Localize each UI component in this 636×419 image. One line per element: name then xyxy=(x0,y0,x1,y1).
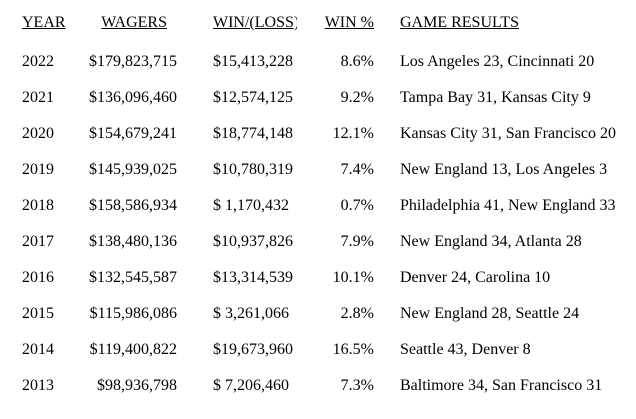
game-results-cell: Philadelphia 41, New England 33 xyxy=(400,197,616,214)
table-row: 2016 $132,545,587 $13,314,539 10.1% Denv… xyxy=(0,260,636,296)
wagers-cell: $98,936,798 xyxy=(97,377,177,394)
wagers-cell: $158,586,934 xyxy=(89,197,177,214)
win-pct-cell: 8.6% xyxy=(340,53,374,70)
win-loss-cell: $13,314,539 xyxy=(213,269,293,286)
win-loss-cell: $18,774,148 xyxy=(213,125,293,142)
header-win-pct: WIN % xyxy=(324,14,374,31)
game-results-cell: New England 28, Seattle 24 xyxy=(400,305,580,322)
win-loss-cell: $15,413,228 xyxy=(213,53,293,70)
table-row: 2022 $179,823,715 $15,413,228 8.6% Los A… xyxy=(0,44,636,80)
table-row: 2013 $98,936,798 $ 7,206,460 7.3% Baltim… xyxy=(0,368,636,404)
win-pct-cell: 16.5% xyxy=(332,341,374,358)
table-row: 2018 $158,586,934 $ 1,170,432 0.7% Phila… xyxy=(0,188,636,224)
win-pct-cell: 7.9% xyxy=(340,233,374,250)
win-pct-cell: 12.1% xyxy=(332,125,374,142)
wagers-cell: $136,096,460 xyxy=(89,89,177,106)
header-year: YEAR xyxy=(22,14,66,31)
win-loss-cell: $ 1,170,432 xyxy=(213,197,289,214)
game-results-cell: Denver 24, Carolina 10 xyxy=(400,269,551,286)
game-results-cell: Baltimore 34, San Francisco 31 xyxy=(400,377,603,394)
year-cell: 2020 xyxy=(22,125,54,142)
table-row: 2015 $115,986,086 $ 3,261,066 2.8% New E… xyxy=(0,296,636,332)
table-row: 2017 $138,480,136 $10,937,826 7.9% New E… xyxy=(0,224,636,260)
win-pct-cell: 7.4% xyxy=(340,161,374,178)
year-cell: 2013 xyxy=(22,377,54,394)
win-pct-cell: 7.3% xyxy=(340,377,374,394)
game-results-cell: Kansas City 31, San Francisco 20 xyxy=(400,125,616,142)
win-loss-cell: $ 3,261,066 xyxy=(213,305,289,322)
game-results-cell: Los Angeles 23, Cincinnati 20 xyxy=(400,53,595,70)
game-results-cell: New England 13, Los Angeles 3 xyxy=(400,161,608,178)
betting-results-table: YEAR WAGERS WIN/(LOSS) WIN % GAME RESULT… xyxy=(0,2,636,404)
wagers-cell: $119,400,822 xyxy=(89,341,177,358)
win-pct-cell: 9.2% xyxy=(340,89,374,106)
wagers-cell: $115,986,086 xyxy=(89,305,177,322)
win-pct-cell: 2.8% xyxy=(340,305,374,322)
wagers-cell: $145,939,025 xyxy=(89,161,177,178)
game-results-cell: New England 34, Atlanta 28 xyxy=(400,233,582,250)
table-row: 2014 $119,400,822 $19,673,960 16.5% Seat… xyxy=(0,332,636,368)
table-row: 2020 $154,679,241 $18,774,148 12.1% Kans… xyxy=(0,116,636,152)
header-wagers: WAGERS xyxy=(101,14,167,31)
win-loss-cell: $ 7,206,460 xyxy=(213,377,289,394)
table-row: 2021 $136,096,460 $12,574,125 9.2% Tampa… xyxy=(0,80,636,116)
wagers-cell: $154,679,241 xyxy=(89,125,177,142)
year-cell: 2014 xyxy=(22,341,54,358)
table-body: 2022 $179,823,715 $15,413,228 8.6% Los A… xyxy=(0,44,636,404)
header-game-results: GAME RESULTS xyxy=(400,14,519,31)
year-cell: 2016 xyxy=(22,269,54,286)
year-cell: 2021 xyxy=(22,89,54,106)
wagers-cell: $132,545,587 xyxy=(89,269,177,286)
year-cell: 2017 xyxy=(22,233,54,250)
year-cell: 2015 xyxy=(22,305,54,322)
wagers-cell: $138,480,136 xyxy=(89,233,177,250)
win-loss-cell: $10,780,319 xyxy=(213,161,293,178)
year-cell: 2022 xyxy=(22,53,54,70)
win-loss-cell: $12,574,125 xyxy=(213,89,293,106)
year-cell: 2018 xyxy=(22,197,54,214)
win-loss-cell: $10,937,826 xyxy=(213,233,293,250)
game-results-cell: Seattle 43, Denver 8 xyxy=(400,341,531,358)
win-loss-cell: $19,673,960 xyxy=(213,341,293,358)
wagers-cell: $179,823,715 xyxy=(89,53,177,70)
win-pct-cell: 0.7% xyxy=(340,197,374,214)
table-header-row: YEAR WAGERS WIN/(LOSS) WIN % GAME RESULT… xyxy=(0,2,636,44)
header-win-loss: WIN/(LOSS) xyxy=(213,14,297,31)
year-cell: 2019 xyxy=(22,161,54,178)
game-results-cell: Tampa Bay 31, Kansas City 9 xyxy=(400,89,591,106)
win-pct-cell: 10.1% xyxy=(332,269,374,286)
table-row: 2019 $145,939,025 $10,780,319 7.4% New E… xyxy=(0,152,636,188)
